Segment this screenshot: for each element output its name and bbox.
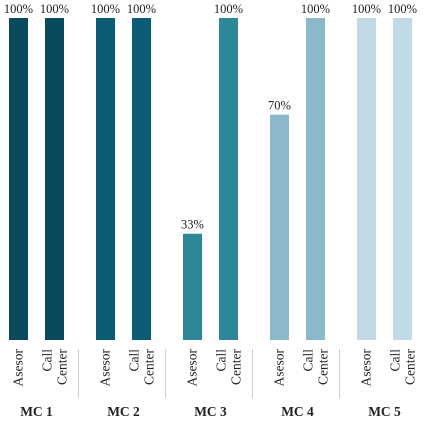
- category-label: Call: [40, 349, 55, 372]
- bar: [219, 18, 238, 340]
- category-label: Center: [316, 349, 331, 385]
- category-label: Call: [388, 349, 403, 372]
- data-label: 33%: [181, 218, 204, 232]
- category-label: Center: [403, 349, 418, 385]
- data-label: 100%: [127, 2, 156, 16]
- group-label: MC 4: [281, 404, 314, 419]
- bar: [357, 18, 376, 340]
- data-label: 100%: [352, 2, 381, 16]
- category-label: Call: [301, 349, 316, 372]
- category-label: Asesor: [185, 349, 200, 387]
- data-label: 100%: [301, 2, 330, 16]
- bar: [183, 233, 202, 340]
- category-label: Call: [127, 349, 142, 372]
- bar: [306, 18, 325, 340]
- bar: [96, 18, 115, 340]
- bar: [270, 114, 289, 340]
- data-label: 100%: [4, 2, 33, 16]
- group-label: MC 5: [368, 404, 401, 419]
- category-label: Center: [229, 349, 244, 385]
- data-label: 100%: [214, 2, 243, 16]
- bar: [9, 18, 28, 340]
- bar: [393, 18, 412, 340]
- category-label: Asesor: [359, 349, 374, 387]
- data-label: 100%: [40, 2, 69, 16]
- data-label: 100%: [91, 2, 120, 16]
- category-label: Center: [55, 349, 70, 385]
- bar: [132, 18, 151, 340]
- category-label: Asesor: [272, 349, 287, 387]
- data-label: 100%: [388, 2, 417, 16]
- category-label: Center: [142, 349, 157, 385]
- category-label: Asesor: [98, 349, 113, 387]
- group-label: MC 3: [194, 404, 227, 419]
- category-label: Asesor: [11, 349, 26, 387]
- bar: [45, 18, 64, 340]
- group-label: MC 1: [20, 404, 53, 419]
- data-label: 70%: [268, 99, 291, 113]
- category-label: Call: [214, 349, 229, 372]
- group-label: MC 2: [107, 404, 140, 419]
